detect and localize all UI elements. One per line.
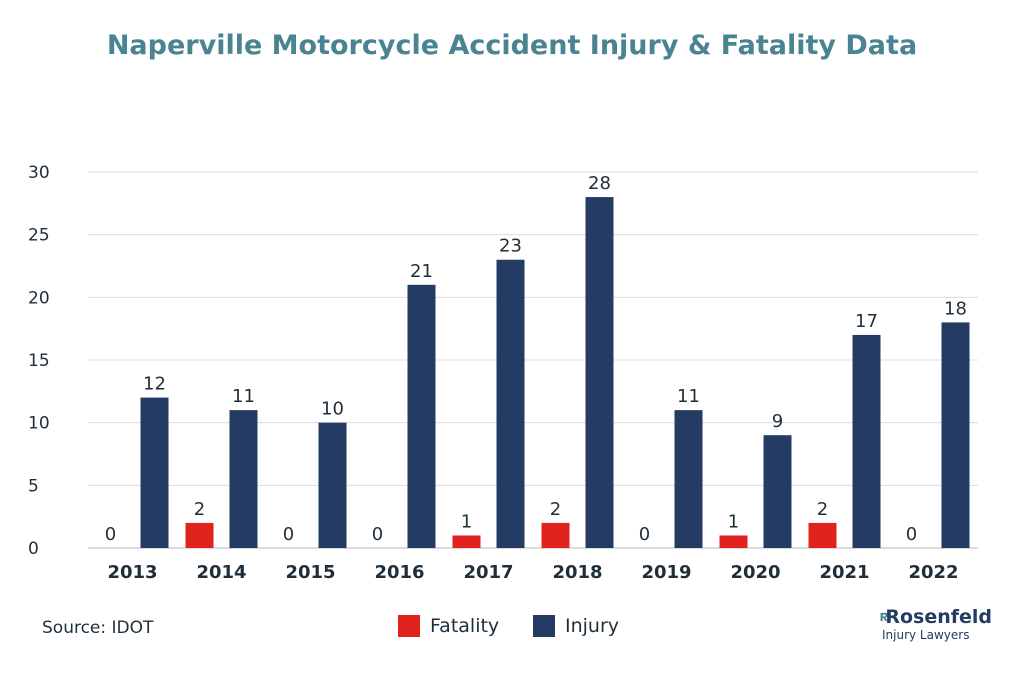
y-tick-label: 15	[28, 351, 50, 371]
data-label-injury: 28	[588, 173, 611, 194]
bar-fatality	[719, 535, 748, 548]
data-label-fatality: 2	[194, 499, 205, 520]
x-tick-label: 2018	[552, 562, 602, 583]
bar-injury	[852, 334, 881, 548]
bar-fatality	[185, 522, 214, 548]
y-tick-label: 0	[28, 539, 39, 559]
bar-injury	[318, 422, 347, 548]
y-tick-label: 5	[28, 476, 39, 496]
data-label-injury: 18	[944, 298, 967, 319]
bar-injury	[674, 410, 703, 548]
data-label-fatality: 0	[283, 524, 294, 545]
data-label-injury: 9	[772, 411, 783, 432]
x-tick-label: 2022	[908, 562, 958, 583]
data-label-injury: 12	[143, 374, 166, 395]
y-tick-label: 10	[28, 414, 50, 434]
logo-name: Rosenfeld	[880, 606, 992, 628]
data-label-injury: 11	[677, 386, 700, 407]
data-label-fatality: 1	[728, 511, 739, 532]
bar-injury	[941, 322, 970, 548]
bar-injury	[229, 410, 258, 548]
x-tick-label: 2013	[107, 562, 157, 583]
bar-injury	[763, 435, 792, 548]
legend: Fatality Injury	[0, 612, 1024, 642]
x-tick-label: 2014	[196, 562, 246, 583]
data-label-injury: 11	[232, 386, 255, 407]
legend-label-injury: Injury	[565, 615, 620, 637]
logo-arrow-icon	[880, 612, 888, 622]
data-label-fatality: 0	[906, 524, 917, 545]
chart-title: Naperville Motorcycle Accident Injury & …	[106, 30, 918, 61]
legend-item-injury: Injury	[533, 612, 619, 640]
data-label-fatality: 1	[461, 511, 472, 532]
x-tick-label: 2021	[819, 562, 869, 583]
data-label-fatality: 0	[105, 524, 116, 545]
x-tick-label: 2015	[285, 562, 335, 583]
data-label-injury: 23	[499, 236, 522, 257]
bar-injury	[140, 397, 169, 548]
legend-item-fatality: Fatality	[398, 612, 499, 640]
y-tick-label: 30	[28, 163, 50, 183]
logo-name-text: Rosenfeld	[885, 606, 992, 628]
bars	[140, 197, 970, 549]
x-axis-ticks: 2013 2014 2015 2016 2017 2018 2019 2020 2021 2022	[107, 562, 958, 583]
x-tick-label: 2020	[730, 562, 780, 583]
bar-fatality	[452, 535, 481, 548]
data-label-fatality: 0	[372, 524, 383, 545]
grid-lines	[88, 171, 978, 549]
data-label-fatality: 2	[550, 499, 561, 520]
logo-subtitle: Injury Lawyers	[882, 628, 970, 642]
bar-fatality	[808, 522, 837, 548]
logo: Rosenfeld Injury Lawyers	[880, 606, 992, 642]
data-label-injury: 21	[410, 261, 433, 282]
x-tick-label: 2017	[463, 562, 513, 583]
y-tick-label: 25	[28, 226, 50, 246]
y-tick-label: 20	[28, 288, 50, 308]
x-tick-label: 2016	[374, 562, 424, 583]
bar-injury	[407, 284, 436, 548]
source-note: Source: IDOT	[42, 618, 154, 638]
bar-fatality	[541, 522, 570, 548]
x-tick-label: 2019	[641, 562, 691, 583]
bar-injury	[496, 259, 525, 548]
legend-swatch-injury	[533, 615, 555, 637]
legend-label-fatality: Fatality	[430, 615, 500, 637]
data-label-injury: 10	[321, 399, 344, 420]
bar-injury	[585, 197, 614, 549]
legend-swatch-fatality	[398, 615, 420, 637]
data-label-fatality: 0	[639, 524, 650, 545]
data-label-fatality: 2	[817, 499, 828, 520]
data-label-injury: 17	[855, 311, 878, 332]
y-axis-ticks: 0 5 10 15 20 25 30	[28, 163, 50, 559]
